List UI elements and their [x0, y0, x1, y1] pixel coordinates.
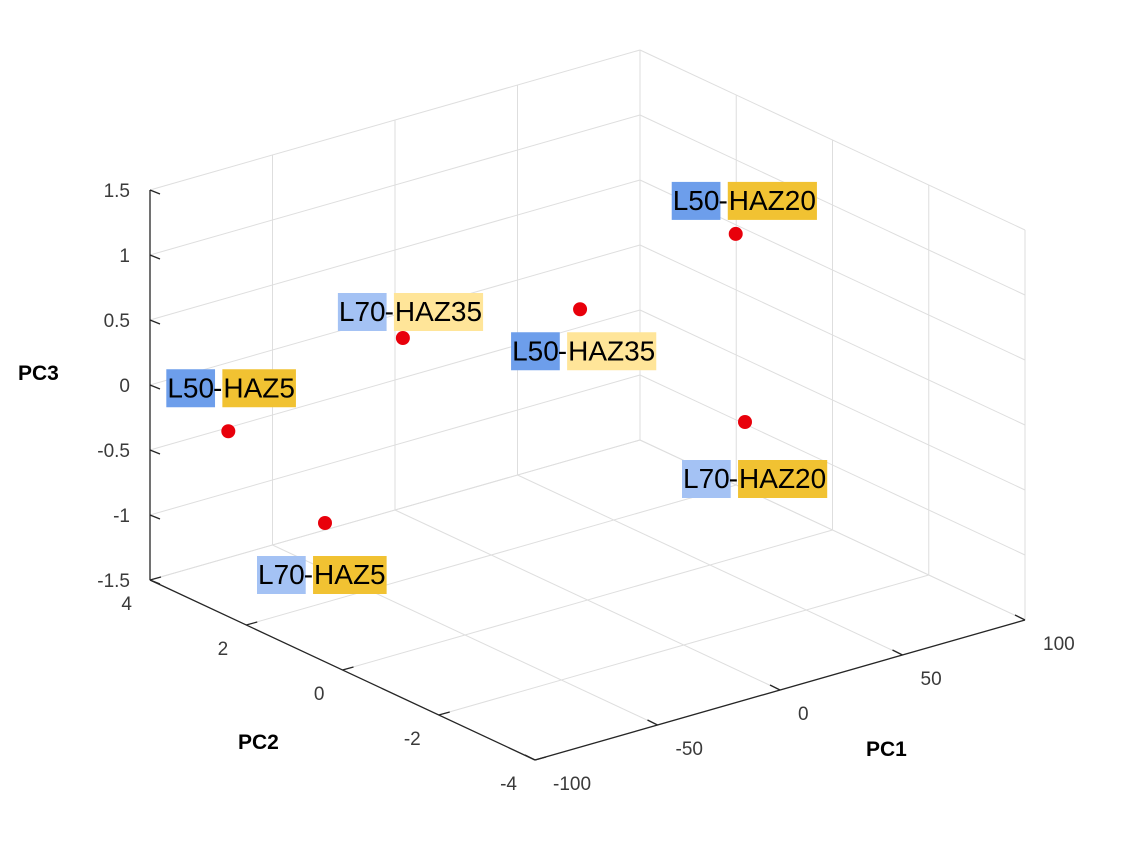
label-highlight: [727, 181, 817, 220]
point-label-haz: HAZ5: [223, 372, 295, 403]
axes: [149, 189, 1026, 761]
point-label: L70- HAZ35: [337, 293, 484, 331]
point-label-haz: HAZ35: [395, 296, 482, 327]
z-tick-label: 0: [119, 376, 130, 397]
point-label-sep: -: [718, 185, 727, 216]
label-highlight: [222, 369, 296, 408]
x-tick-mark: [647, 719, 658, 726]
z-tick-mark: [149, 254, 161, 260]
data-point: [318, 516, 332, 530]
data-point: [728, 226, 743, 241]
data-point: [573, 302, 588, 317]
label-highlight: [682, 460, 731, 498]
z-tick-label: -1: [113, 506, 130, 527]
grid-line: [149, 114, 641, 256]
z-tick-mark: [149, 449, 161, 455]
x-tick-label: 0: [798, 704, 809, 725]
y-tick-label: -4: [500, 774, 517, 795]
point-label: L70- HAZ5: [257, 556, 387, 594]
y-tick-mark: [534, 756, 547, 761]
data-point: [395, 331, 410, 345]
label-highlight: [393, 293, 484, 331]
x-tick-mark: [1014, 614, 1026, 621]
point-label-haz: HAZ20: [729, 185, 816, 216]
point-label-series: L70: [258, 559, 305, 590]
tick-labels: -100 -50 0 50 100 -4 -2 0 2 4-1.5 -1 -0.5 0 0.5 1 1.5: [97, 181, 1074, 795]
y-tick-mark: [246, 621, 258, 626]
label-highlight: [337, 293, 387, 331]
grid-line: [639, 49, 1026, 231]
y-axis-label: PC2: [238, 731, 279, 754]
y-tick-label: 2: [218, 639, 229, 660]
z-tick-mark: [149, 319, 161, 325]
label-highlight: [567, 332, 657, 371]
point-label-sep: -: [213, 372, 222, 403]
point-label-sep: -: [385, 296, 394, 327]
data-point: [221, 424, 236, 439]
label-highlight: [511, 332, 560, 371]
grid-line: [639, 374, 1026, 556]
label-highlight: [313, 556, 387, 594]
x-tick-label: -50: [676, 739, 703, 760]
label-highlight: [166, 369, 216, 408]
point-label-haz: HAZ20: [739, 463, 826, 494]
point-label-haz: HAZ5: [314, 559, 386, 590]
point-label: L50- HAZ20: [671, 181, 817, 220]
z-tick-mark: [149, 189, 161, 195]
z-tick-mark: [149, 579, 161, 585]
point-label-series: L70: [683, 463, 730, 494]
z-tick-label: -1.5: [97, 571, 130, 592]
y-tick-label: 0: [314, 684, 325, 705]
x-tick-label: 50: [921, 669, 942, 690]
point-label-series: L50: [673, 185, 720, 216]
point-label: L50- HAZ35: [511, 332, 657, 371]
x-tick-label: 100: [1043, 634, 1075, 655]
y-tick-mark: [342, 666, 354, 671]
grid-line: [639, 309, 1026, 491]
point-label: L70- HAZ20: [682, 460, 828, 498]
y-tick-mark: [438, 711, 450, 716]
y-tick-label: 4: [121, 594, 132, 615]
point-label-haz: HAZ35: [568, 335, 655, 366]
data-points: [221, 226, 752, 530]
x-axis-label: PC1: [866, 738, 907, 761]
grid-line: [342, 529, 833, 671]
grid-line: [149, 49, 641, 191]
z-tick-label: -0.5: [97, 441, 130, 462]
label-highlight: [257, 556, 306, 594]
z-tick-mark: [149, 514, 161, 520]
grid-line: [149, 374, 641, 516]
data-point: [738, 415, 752, 429]
x-tick-mark: [892, 649, 903, 656]
z-tick-label: 0.5: [104, 311, 130, 332]
y-tick-mark: [149, 576, 162, 581]
y-tick-label: -2: [404, 729, 421, 750]
grid-line: [639, 114, 1026, 296]
point-label-sep: -: [729, 463, 738, 494]
point-label-sep: -: [304, 559, 313, 590]
grid-line: [246, 484, 737, 626]
label-highlight: [671, 181, 721, 220]
grid-line: [149, 179, 641, 321]
point-label-series: L50: [167, 372, 214, 403]
z-axis-label: PC3: [18, 362, 59, 385]
grid-line: [639, 244, 1026, 426]
z-tick-mark: [149, 384, 161, 390]
x-tick-mark: [769, 684, 781, 691]
x-tick-mark: [524, 754, 536, 761]
z-tick-label: 1.5: [104, 181, 130, 202]
point-label-series: L70: [339, 296, 386, 327]
x-tick-label: -100: [553, 774, 591, 795]
grid-line: [438, 574, 929, 716]
z-tick-label: 1: [119, 246, 130, 267]
point-label: L50- HAZ5: [166, 369, 296, 408]
point-label-sep: -: [558, 335, 567, 366]
label-highlight: [738, 460, 828, 498]
point-label-series: L50: [512, 335, 559, 366]
grid-line: [149, 439, 641, 581]
